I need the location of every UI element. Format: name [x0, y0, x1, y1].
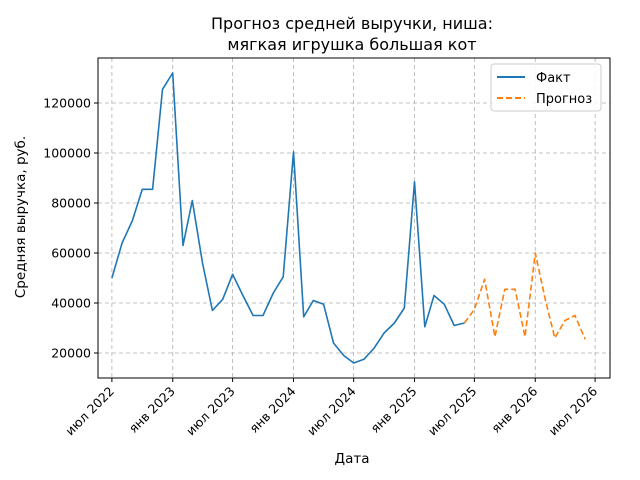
y-tick-label: 20000 — [51, 346, 91, 361]
series-line-0 — [111, 72, 465, 364]
x-tick-label: янв 2026 — [488, 383, 540, 435]
legend: Факт Прогноз — [490, 63, 602, 112]
x-tick-label: июл 2026 — [545, 383, 600, 438]
y-tick-label: 40000 — [51, 296, 91, 311]
x-tick-label: июл 2022 — [62, 384, 117, 439]
y-tick-label: 60000 — [51, 246, 91, 261]
x-tick-label: июл 2023 — [183, 384, 238, 439]
x-tick-label: янв 2025 — [367, 384, 419, 436]
x-axis-title: Дата — [335, 451, 370, 467]
y-tick-label: 80000 — [51, 196, 91, 211]
x-axis: июл 2022 янв 2023 июл 2023 янв 2024 июл 2024… — [62, 378, 600, 438]
x-tick-label: июл 2024 — [304, 383, 359, 438]
series-layer — [111, 72, 586, 364]
x-tick-label: янв 2023 — [126, 384, 178, 436]
chart-title-line-2: мягкая игрушка большая кот — [227, 35, 476, 54]
legend-frame — [490, 63, 602, 112]
legend-label-forecast: Прогноз — [536, 92, 592, 107]
legend-label-fact: Факт — [536, 71, 571, 86]
series-line-1 — [463, 252, 586, 340]
y-tick-label: 100000 — [43, 146, 91, 161]
x-tick-label: июл 2025 — [425, 384, 480, 439]
chart-title-line-1: Прогноз средней выручки, ниша: — [211, 14, 493, 33]
y-tick-label: 120000 — [43, 96, 91, 111]
y-axis-title: Средняя выручка, руб. — [13, 136, 29, 298]
y-axis: 20000 40000 60000 80000 100000 120000 — [43, 96, 98, 361]
grid — [98, 58, 610, 378]
x-tick-label: янв 2024 — [246, 383, 298, 435]
